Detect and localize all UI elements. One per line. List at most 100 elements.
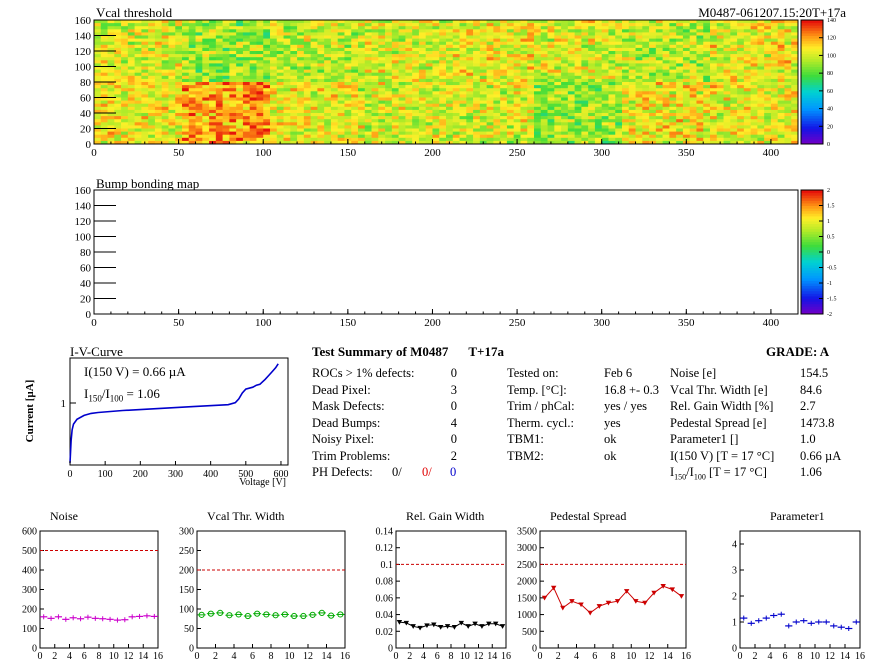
map1-cell xyxy=(608,69,616,73)
map1-cell xyxy=(574,103,582,108)
map1-cell xyxy=(148,100,156,104)
map1-cell xyxy=(276,69,284,73)
map1-cell xyxy=(141,85,149,89)
map1-cell xyxy=(263,109,271,114)
map1-cell xyxy=(283,137,291,142)
map1-cell xyxy=(655,41,663,46)
map1-cell xyxy=(168,113,176,117)
map-ytick-label: 160 xyxy=(75,185,92,197)
map1-cell xyxy=(676,35,684,39)
map1-cell xyxy=(622,26,630,30)
map1-cell xyxy=(554,38,562,42)
map1-cell xyxy=(276,125,284,129)
map1-cell xyxy=(608,122,616,126)
map1-cell xyxy=(770,128,778,132)
map1-cell xyxy=(540,29,548,33)
map1-cell xyxy=(114,94,122,98)
map1-cell xyxy=(161,137,169,142)
map1-cell xyxy=(195,51,203,55)
map1-cell xyxy=(561,97,569,101)
map1-cell xyxy=(121,35,129,39)
map1-cell xyxy=(114,69,122,73)
map1-cell xyxy=(358,60,366,64)
map1-cell xyxy=(263,44,271,49)
map1-cell xyxy=(242,54,250,58)
map1-cell xyxy=(615,113,623,117)
map1-cell xyxy=(513,106,521,111)
map1-cell xyxy=(412,88,420,92)
map1-cell xyxy=(154,54,162,58)
map1-cell xyxy=(276,60,284,64)
map1-cell xyxy=(446,54,454,58)
map1-cell xyxy=(486,109,494,114)
map1-cell xyxy=(100,119,108,123)
map1-cell xyxy=(324,125,332,129)
map1-cell xyxy=(351,119,359,123)
map1-cell xyxy=(473,69,481,73)
mini-xtick-label: 0 xyxy=(195,651,200,662)
map1-cell xyxy=(290,41,298,46)
map1-cell xyxy=(412,69,420,73)
map1-cell xyxy=(358,44,366,49)
map1-cell xyxy=(540,54,548,58)
map1-cell xyxy=(141,128,149,132)
map1-cell xyxy=(358,38,366,42)
data-point xyxy=(605,600,612,606)
map1-cell xyxy=(317,103,325,108)
map1-cell xyxy=(655,140,663,145)
map1-cell xyxy=(662,82,670,86)
map1-cell xyxy=(195,26,203,30)
map1-cell xyxy=(202,44,210,49)
map1-cell xyxy=(127,26,135,30)
map1-cell xyxy=(337,109,345,114)
map1-cell xyxy=(412,97,420,101)
mini-xtick-label: 0 xyxy=(38,651,43,662)
colorbar-segment xyxy=(801,249,823,253)
map1-cell xyxy=(418,137,426,142)
map1-cell xyxy=(148,72,156,77)
map1-cell xyxy=(628,119,636,123)
map1-cell xyxy=(743,63,751,67)
map1-cell xyxy=(215,85,223,89)
map1-cell xyxy=(215,23,223,27)
colorbar-segment xyxy=(801,308,823,312)
map1-cell xyxy=(446,103,454,108)
map1-cell xyxy=(358,23,366,27)
map1-cell xyxy=(452,113,460,117)
map1-cell xyxy=(100,97,108,101)
summary-row: Temp. [°C]: 16.8 +- 0.3 xyxy=(507,383,659,400)
summary-value: 1473.8 xyxy=(800,415,835,430)
map1-cell xyxy=(615,51,623,55)
map1-cell xyxy=(364,122,372,126)
map1-cell xyxy=(649,72,657,77)
map1-cell xyxy=(236,131,244,135)
map-ytick-label: 40 xyxy=(80,108,92,120)
map1-cell xyxy=(493,38,501,42)
map1-cell xyxy=(500,100,508,104)
map1-cell xyxy=(222,63,230,67)
map1-cell xyxy=(770,97,778,101)
map1-cell xyxy=(344,116,352,120)
map1-cell xyxy=(405,72,413,77)
map1-cell xyxy=(737,23,745,27)
map1-cell xyxy=(493,137,501,142)
map1-cell xyxy=(161,94,169,98)
map1-cell xyxy=(134,75,142,80)
map1-cell xyxy=(446,78,454,83)
map1-cell xyxy=(554,51,562,55)
map1-cell xyxy=(710,51,718,55)
map1-cell xyxy=(310,32,318,36)
map1-cell xyxy=(168,66,176,70)
map1-cell xyxy=(534,63,542,67)
map1-cell xyxy=(175,91,183,95)
data-point xyxy=(235,611,242,618)
map1-cell xyxy=(317,91,325,95)
map1-cell xyxy=(283,63,291,67)
map1-cell xyxy=(669,41,677,46)
map1-cell xyxy=(493,128,501,132)
map1-cell xyxy=(513,128,521,132)
map1-cell xyxy=(743,51,751,55)
map1-cell xyxy=(777,103,785,108)
map1-cell xyxy=(649,134,657,139)
